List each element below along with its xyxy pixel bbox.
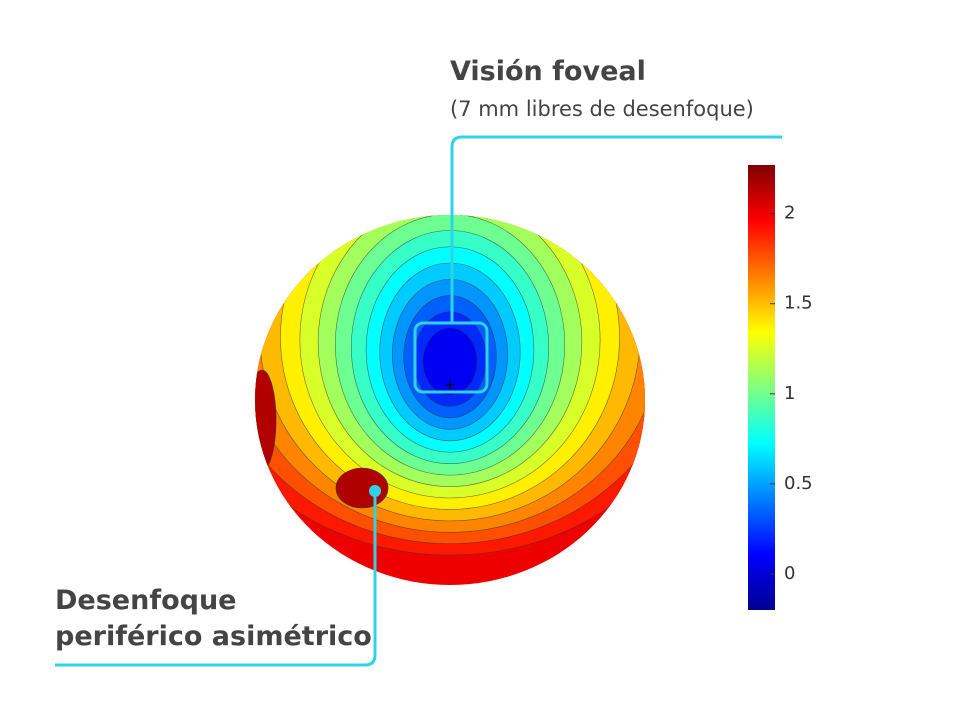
- annotation-subtitle: (7 mm libres de desenfoque): [450, 97, 754, 121]
- colorbar-tick-label: 0.5: [784, 473, 813, 494]
- callout-line: [450, 135, 782, 323]
- contour-band: [422, 327, 478, 396]
- center-marker: +: [444, 377, 456, 393]
- foveal-box: [413, 321, 489, 394]
- colorbar-tick-label: 0: [784, 563, 795, 584]
- annotation-title: Desenfoque: [55, 585, 237, 616]
- colorbar: [748, 165, 775, 610]
- annotation-title: periférico asimétrico: [55, 621, 372, 652]
- colorbar-tick-label: 1: [784, 383, 795, 404]
- colorbar-tick-label: 1.5: [784, 293, 813, 314]
- callout-line: [55, 491, 377, 667]
- annotation-title: Visión foveal: [450, 56, 646, 87]
- contour-band: [255, 369, 277, 471]
- contour-field: [255, 215, 645, 585]
- contour-band: [335, 467, 389, 509]
- colorbar-tick-label: 2: [784, 203, 795, 224]
